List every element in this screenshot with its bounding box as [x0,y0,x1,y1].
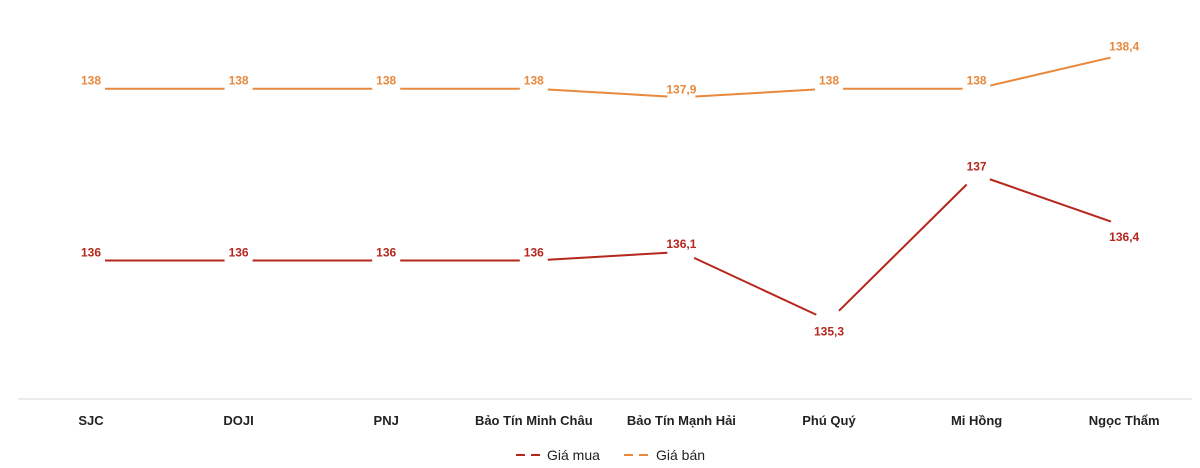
data-label: 138 [524,74,544,88]
x-tick-label: Bảo Tín Minh Châu [475,413,593,428]
data-label: 136,4 [1109,230,1139,244]
data-label: 138 [967,74,987,88]
x-tick-label: Phú Quý [802,413,856,428]
x-axis-ticks: SJC DOJI PNJ Bảo Tín Minh Châu Bảo Tín Mạnh … [78,413,1159,428]
data-label: 137 [967,160,987,174]
data-label: 135,3 [814,325,844,339]
x-tick-label: SJC [78,413,104,428]
legend-item: Giá bán [624,447,705,463]
legend: Giá mua Giá bán [516,447,705,463]
data-label: 136 [376,246,396,260]
series-gia-ban: 138 138 138 138 137,9 138 138 138,4 [81,39,1140,98]
legend-label: Giá mua [547,447,600,463]
data-label: 138 [81,74,101,88]
x-tick-label: Bảo Tín Mạnh Hải [627,413,736,428]
series-segment [695,88,816,98]
data-label: 138 [376,74,396,88]
data-label: 137,9 [666,82,696,96]
series-segment [838,183,968,312]
data-label: 136 [229,246,249,260]
series-segment [989,178,1112,223]
data-label: 136 [81,246,101,260]
data-label: 138 [229,74,249,88]
data-label: 136 [524,246,544,260]
data-label: 138,4 [1109,39,1139,53]
series-segment [547,88,668,98]
series-segment [693,256,817,316]
legend-item: Giá mua [516,447,600,463]
x-tick-label: Mi Hồng [951,413,1002,428]
x-tick-label: PNJ [374,413,399,428]
series-gia-mua: 136 136 136 136 136,1 135,3 137 136,4 [81,160,1140,339]
series-segment [547,251,668,261]
x-tick-label: Ngọc Thẩm [1089,413,1160,428]
x-tick-label: DOJI [223,413,253,428]
series-segment [990,56,1111,87]
data-label: 136,1 [666,237,696,251]
data-label: 138 [819,74,839,88]
legend-label: Giá bán [656,447,705,463]
